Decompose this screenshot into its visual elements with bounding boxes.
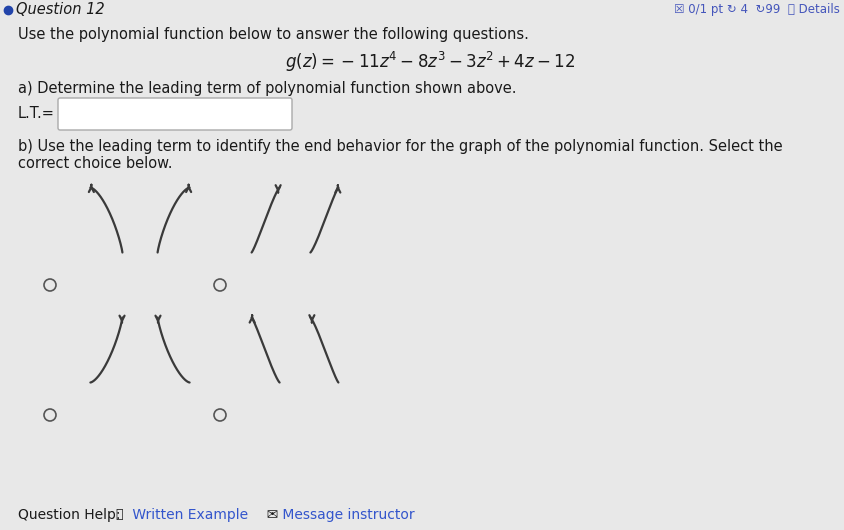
Text: Question 12: Question 12 <box>16 3 105 17</box>
Text: L.T.=: L.T.= <box>18 107 55 121</box>
Text: $g(z) = -11z^4 - 8z^3 - 3z^2 + 4z - 12$: $g(z) = -11z^4 - 8z^3 - 3z^2 + 4z - 12$ <box>284 50 575 74</box>
Text: Message instructor: Message instructor <box>278 508 414 522</box>
Text: Use the polynomial function below to answer the following questions.: Use the polynomial function below to ans… <box>18 28 528 42</box>
Text: a) Determine the leading term of polynomial function shown above.: a) Determine the leading term of polynom… <box>18 81 516 95</box>
Text: ✉: ✉ <box>257 508 278 522</box>
Text: correct choice below.: correct choice below. <box>18 155 172 171</box>
Text: Written Example: Written Example <box>127 508 248 522</box>
Text: 🗎: 🗎 <box>115 508 122 522</box>
Text: b) Use the leading term to identify the end behavior for the graph of the polyno: b) Use the leading term to identify the … <box>18 139 782 155</box>
FancyBboxPatch shape <box>58 98 292 130</box>
Text: ☒ 0/1 pt ↻ 4  ↻99  ⓘ Details: ☒ 0/1 pt ↻ 4 ↻99 ⓘ Details <box>674 4 839 16</box>
Text: Question Help:: Question Help: <box>18 508 125 522</box>
